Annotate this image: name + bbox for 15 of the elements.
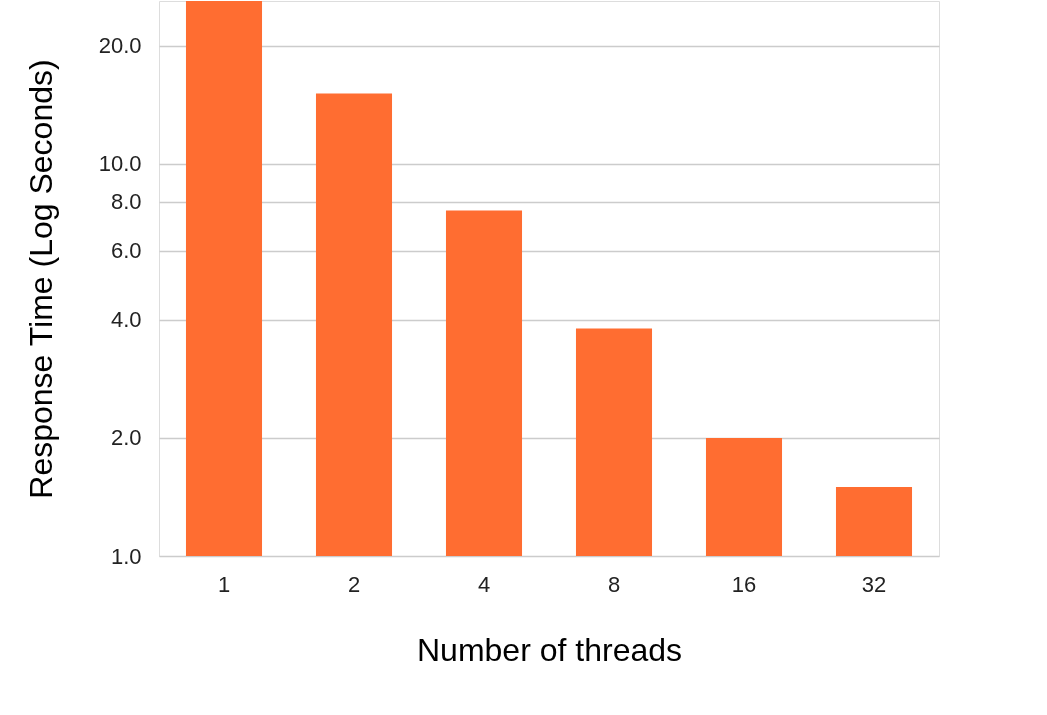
y-tick-label: 2.0 — [110, 425, 142, 451]
y-tick-label: 1.0 — [110, 543, 142, 569]
y-tick-label: 10.0 — [98, 151, 142, 177]
x-tick-label: 8 — [607, 571, 621, 597]
x-tick-label: 2 — [347, 571, 361, 597]
y-axis-title: Response Time (Log Seconds) — [22, 59, 59, 499]
x-tick-label: 1 — [217, 571, 231, 597]
x-tick-label: 4 — [477, 571, 491, 597]
y-tick-label: 20.0 — [98, 33, 142, 59]
x-axis-title: Number of threads — [416, 631, 683, 668]
y-tick-label: 6.0 — [110, 238, 142, 264]
y-tick-label: 4.0 — [110, 307, 142, 333]
y-tick-label: 8.0 — [110, 189, 142, 215]
x-tick-label: 32 — [861, 571, 887, 597]
x-tick-label: 16 — [731, 571, 757, 597]
